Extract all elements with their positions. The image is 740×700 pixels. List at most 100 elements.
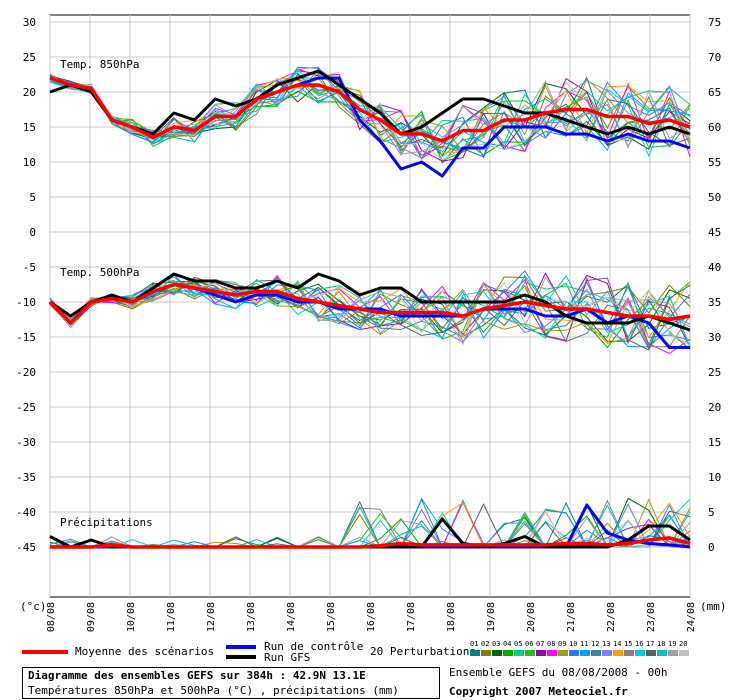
legend-gfs-label: Run GFS bbox=[264, 651, 311, 664]
perturbation-swatch bbox=[668, 650, 678, 656]
y-tick-left: -5 bbox=[23, 261, 36, 274]
y-tick-right: 10 bbox=[708, 471, 721, 484]
series-line-t500 bbox=[49, 272, 691, 332]
x-tick-label: 23/08 bbox=[646, 602, 657, 632]
perturbation-number: 19 bbox=[668, 640, 677, 648]
series-line-t850 bbox=[49, 69, 691, 136]
perturbation-number: 02 bbox=[481, 640, 490, 648]
perturbation-number: 13 bbox=[602, 640, 611, 648]
perturbation-number: 04 bbox=[503, 640, 512, 648]
series-line-t850 bbox=[49, 76, 691, 143]
perturbation-line bbox=[49, 281, 691, 344]
perturbation-swatch bbox=[580, 650, 590, 656]
series-line-precip bbox=[50, 536, 691, 549]
legend-gfs-swatch bbox=[226, 655, 256, 659]
x-tick-label: 14/08 bbox=[286, 602, 297, 632]
perturbation-number: 05 bbox=[514, 640, 523, 648]
perturbation-swatch bbox=[657, 650, 667, 656]
y-tick-left: -35 bbox=[16, 471, 36, 484]
perturbation-number: 10 bbox=[569, 640, 578, 648]
perturbation-swatch bbox=[569, 650, 579, 656]
legend-control-label: Run de contrôle bbox=[264, 640, 364, 653]
perturbation-swatch bbox=[624, 650, 634, 656]
x-tick-label: 19/08 bbox=[486, 602, 497, 632]
legend-mean-swatch bbox=[22, 650, 68, 654]
x-tick-label: 20/08 bbox=[526, 602, 537, 632]
y-tick-right: 65 bbox=[708, 86, 721, 99]
y-tick-right: 55 bbox=[708, 156, 721, 169]
y-tick-left: 30 bbox=[23, 16, 36, 29]
y-tick-left: 0 bbox=[29, 226, 36, 239]
x-tick-label: 24/08 bbox=[686, 602, 697, 632]
perturbation-swatch bbox=[646, 650, 656, 656]
y-unit-left: (°c) bbox=[20, 600, 47, 613]
x-tick-label: 08/08 bbox=[46, 602, 57, 632]
panel-label-t850: Temp. 850hPa bbox=[60, 58, 139, 71]
run-info: Ensemble GEFS du 08/08/2008 - 00h bbox=[449, 666, 668, 679]
x-tick-label: 21/08 bbox=[566, 602, 577, 632]
y-tick-left: -30 bbox=[16, 436, 36, 449]
perturbation-swatch bbox=[536, 650, 546, 656]
x-axis: 08/08 09/08 10/08 11/08 12/08 13/08 14/08 15/08… bbox=[46, 602, 697, 632]
main-series-lines bbox=[48, 69, 691, 549]
y-tick-right: 50 bbox=[708, 191, 721, 204]
y-tick-left: 5 bbox=[29, 191, 36, 204]
y-tick-left: -15 bbox=[16, 331, 36, 344]
copyright: Copyright 2007 Meteociel.fr bbox=[449, 685, 628, 698]
legend-perturbations-label: 20 Perturbations bbox=[370, 645, 476, 658]
perturbation-number: 09 bbox=[558, 640, 567, 648]
x-tick-label: 15/08 bbox=[326, 602, 337, 632]
y-unit-right: (mm) bbox=[700, 600, 727, 613]
y-tick-left: 10 bbox=[23, 156, 36, 169]
y-tick-right: 35 bbox=[708, 296, 721, 309]
perturbation-number: 20 bbox=[679, 640, 688, 648]
perturbation-number: 12 bbox=[591, 640, 600, 648]
footer-title: Diagramme des ensembles GEFS sur 384h : … bbox=[28, 669, 366, 682]
perturbation-number: 03 bbox=[492, 640, 501, 648]
panel-label-t500: Temp. 500hPa bbox=[60, 266, 139, 279]
x-tick-label: 22/08 bbox=[606, 602, 617, 632]
perturbation-number: 14 bbox=[613, 640, 622, 648]
y-tick-left: -40 bbox=[16, 506, 36, 519]
perturbation-swatch bbox=[481, 650, 491, 656]
y-tick-right: 45 bbox=[708, 226, 721, 239]
perturbation-number: 11 bbox=[580, 640, 589, 648]
y-tick-right: 60 bbox=[708, 121, 721, 134]
perturbation-swatch bbox=[558, 650, 568, 656]
perturbation-number: 16 bbox=[635, 640, 644, 648]
perturbation-number: 15 bbox=[624, 640, 633, 648]
x-tick-label: 11/08 bbox=[166, 602, 177, 632]
x-tick-label: 10/08 bbox=[126, 602, 137, 632]
x-tick-label: 09/08 bbox=[86, 602, 97, 632]
y-tick-left: -45 bbox=[16, 541, 36, 554]
perturbation-number: 18 bbox=[657, 640, 666, 648]
perturbation-swatch bbox=[503, 650, 513, 656]
y-tick-right: 0 bbox=[708, 541, 715, 554]
y-tick-right: 30 bbox=[708, 331, 721, 344]
panel-label-precip: Précipitations bbox=[60, 516, 153, 529]
x-tick-label: 18/08 bbox=[446, 602, 457, 632]
legend-control-swatch bbox=[226, 645, 256, 649]
perturbation-swatch bbox=[492, 650, 502, 656]
x-tick-label: 12/08 bbox=[206, 602, 217, 632]
footer-subtitle: Températures 850hPa et 500hPa (°C) , pré… bbox=[28, 684, 399, 697]
y-tick-right: 5 bbox=[708, 506, 715, 519]
perturbation-swatch bbox=[514, 650, 524, 656]
perturbation-line bbox=[49, 67, 691, 153]
y-tick-left: -20 bbox=[16, 366, 36, 379]
x-tick-label: 13/08 bbox=[246, 602, 257, 632]
perturbation-number: 08 bbox=[547, 640, 556, 648]
y-tick-right: 40 bbox=[708, 261, 721, 274]
perturbation-swatch bbox=[470, 650, 480, 656]
perturbation-swatch bbox=[602, 650, 612, 656]
perturbation-number: 07 bbox=[536, 640, 545, 648]
y-tick-left: 20 bbox=[23, 86, 36, 99]
series-line-t500 bbox=[48, 282, 691, 325]
perturbation-line bbox=[49, 281, 691, 346]
y-tick-left: 25 bbox=[23, 51, 36, 64]
x-tick-label: 17/08 bbox=[406, 602, 417, 632]
perturbation-swatch bbox=[525, 650, 535, 656]
footer-title-box bbox=[22, 667, 440, 699]
